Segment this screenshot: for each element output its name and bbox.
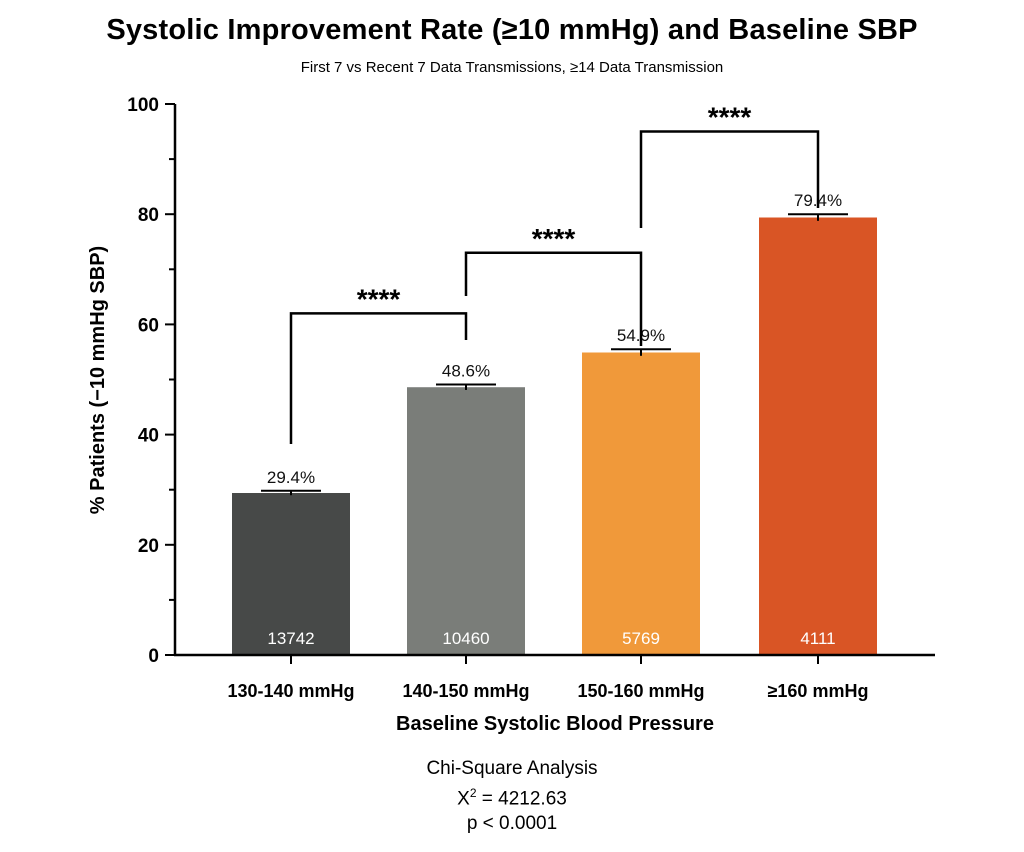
- chart-title: Systolic Improvement Rate (≥10 mmHg) and…: [106, 14, 918, 46]
- bar-2: [407, 387, 525, 655]
- chi-value: = 4212.63: [476, 788, 567, 810]
- bar-3: [582, 352, 700, 655]
- value-label-1: 29.4%: [267, 468, 315, 487]
- chart-subtitle: First 7 vs Recent 7 Data Transmissions, …: [300, 59, 724, 76]
- significance-label-2: ****: [532, 223, 576, 254]
- stats-block: Chi-Square Analysis X2 = 4212.63 p < 0.0…: [0, 756, 1024, 836]
- significance-bracket-1: [289, 312, 468, 444]
- chi-symbol: X: [457, 788, 470, 810]
- bar-1: [232, 493, 350, 655]
- y-axis-label: % Patients (−10 mmHg SBP): [87, 246, 109, 514]
- y-tick-label: 100: [127, 95, 159, 116]
- stats-method: Chi-Square Analysis: [426, 758, 598, 779]
- x-tick-label-2: 140-150 mmHg: [402, 681, 529, 701]
- significance-bracket-2: [464, 251, 643, 346]
- x-tick-label-4: ≥160 mmHg: [768, 681, 869, 701]
- x-axis-label: Baseline Systolic Blood Pressure: [396, 713, 714, 735]
- count-label-1: 13742: [267, 629, 314, 648]
- y-tick-label: 60: [138, 315, 159, 336]
- x-tick-label-3: 150-160 mmHg: [577, 681, 704, 701]
- y-tick-label: 0: [148, 646, 159, 667]
- significance-label-3: ****: [708, 102, 752, 133]
- significance-bracket-3: [639, 130, 820, 228]
- chi-superscript: 2: [469, 786, 477, 800]
- count-label-3: 5769: [622, 629, 660, 648]
- significance-label-1: ****: [357, 283, 401, 314]
- y-tick-label: 40: [138, 426, 159, 447]
- bar-4: [759, 217, 877, 656]
- x-tick-label-1: 130-140 mmHg: [227, 681, 354, 701]
- y-tick-label: 20: [138, 536, 159, 557]
- stats-chi-square: X2 = 4212.63: [0, 781, 1024, 811]
- stats-p-value: p < 0.0001: [466, 813, 558, 835]
- value-label-2: 48.6%: [442, 361, 490, 380]
- count-label-4: 4111: [800, 629, 835, 648]
- count-label-2: 10460: [442, 629, 489, 648]
- bar-chart: 29.4% 13742 130-140 mmHg 48.6% 10460 140-150 …: [87, 95, 935, 735]
- y-tick-label: 80: [138, 205, 159, 226]
